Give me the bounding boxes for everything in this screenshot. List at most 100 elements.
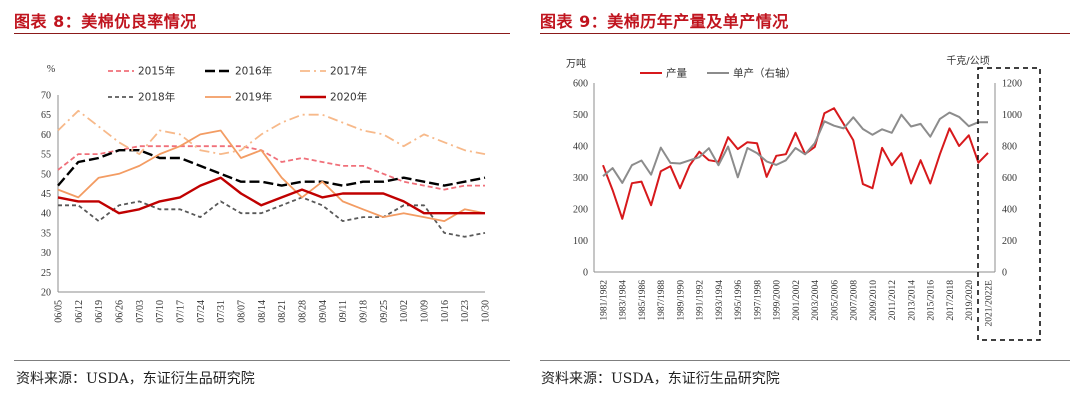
- x-tick-label: 1981/1982: [599, 280, 609, 321]
- x-tick-label: 07/10: [155, 300, 166, 323]
- left-source-rule: [14, 360, 510, 361]
- left-source-note: 资料来源：USDA，东证衍生品研究院: [16, 371, 255, 387]
- legend-label-2019: 2019年: [235, 91, 272, 104]
- x-tick-label: 2011/2012: [888, 280, 898, 321]
- y-tick-label: 70: [41, 91, 51, 102]
- x-tick-label: 2003/2004: [811, 280, 821, 321]
- x-tick-label: 2013/2014: [907, 280, 917, 321]
- left-y-tick-label: 0: [583, 268, 588, 279]
- x-tick-label: 1985/1986: [638, 280, 648, 321]
- x-tick-label: 10/23: [460, 300, 471, 323]
- x-tick-label: 06/05: [54, 300, 65, 323]
- legend-label-2015: 2015年: [138, 65, 175, 78]
- x-tick-label: 06/12: [74, 300, 85, 323]
- left-y-tick-label: 500: [573, 110, 588, 121]
- series-line-production: [602, 107, 989, 220]
- legend: 产量 单产（右轴）: [640, 67, 796, 80]
- x-tick-label: 1983/1984: [619, 280, 629, 321]
- x-tick-label: 1997/1998: [753, 280, 763, 321]
- y-tick-label: 60: [41, 130, 51, 141]
- y-tick-label: 55: [41, 150, 51, 161]
- y-tick-label: 45: [41, 189, 51, 200]
- y-tick-label: 20: [41, 288, 51, 299]
- x-tick-label: 1991/1992: [696, 280, 706, 321]
- left-axis-unit-label: 万吨: [566, 57, 586, 70]
- x-tick-label: 07/17: [176, 300, 187, 323]
- left-y-tick-label: 600: [573, 79, 588, 90]
- y-tick-label: 65: [41, 110, 51, 121]
- x-tick-label: 09/25: [379, 300, 390, 323]
- x-tick-label: 10/09: [420, 300, 431, 323]
- legend-label-yield: 单产（右轴）: [733, 67, 796, 80]
- x-tick-label: 1995/1996: [734, 280, 744, 321]
- y-tick-label: 40: [41, 209, 51, 220]
- y-tick-label: 35: [41, 228, 51, 239]
- x-tick-label: 2007/2008: [850, 280, 860, 321]
- x-tick-label: 2009/2010: [869, 280, 879, 321]
- right-y-tick-label: 1200: [1002, 79, 1022, 90]
- legend-label-2016: 2016年: [235, 65, 272, 78]
- x-tick-label: 2005/2006: [830, 280, 840, 321]
- x-tick-label: 2017/2018: [946, 280, 956, 321]
- x-tick-label: 2015/2016: [927, 280, 937, 321]
- left-y-tick-label: 300: [573, 173, 588, 184]
- right-y-tick-label: 0: [1002, 268, 1007, 279]
- cotton-production-yield-chart: 万吨 千克/公顷 0 100 200 300 400 500 600 0 200 400 600 800 1…: [566, 55, 1041, 341]
- x-tick-label: 08/14: [257, 300, 268, 323]
- x-tick-label: 09/04: [318, 300, 329, 323]
- right-y-tick-label: 200: [1002, 236, 1017, 247]
- cotton-condition-chart: % 20 25 30 35 40 45 50 55 60 65 70 06/05 06/12 06/19 06…: [41, 64, 492, 323]
- x-tick-label: 07/31: [216, 300, 227, 323]
- right-y-tick-label: 800: [1002, 142, 1017, 153]
- series-line-2016: [57, 149, 486, 187]
- x-tick-label: 06/19: [94, 300, 105, 323]
- y-tick-label: 30: [41, 248, 51, 259]
- x-tick-label: 08/07: [237, 300, 248, 323]
- right-chart-title: 图表 9：美棉历年产量及单产情况: [540, 12, 789, 31]
- x-tick-label: 06/26: [115, 300, 126, 323]
- right-title-rule: [540, 33, 1070, 34]
- highlight-box: [977, 67, 1041, 341]
- right-source-note: 资料来源：USDA，东证衍生品研究院: [541, 371, 780, 387]
- legend-label-2017: 2017年: [330, 65, 367, 78]
- legend: 2015年 2016年 2017年 2018年 2019年 2020年: [108, 65, 367, 104]
- x-tick-label: 08/28: [298, 300, 309, 323]
- x-tick-label: 08/21: [277, 300, 288, 323]
- legend-label-2020: 2020年: [330, 91, 367, 104]
- x-tick-label: 09/18: [359, 300, 370, 323]
- x-tick-label: 1987/1988: [657, 280, 667, 321]
- right-y-tick-label: 1000: [1002, 110, 1022, 121]
- left-y-tick-label: 200: [573, 205, 588, 216]
- y-tick-label: 50: [41, 169, 51, 180]
- left-chart-title: 图表 8：美棉优良率情况: [14, 12, 197, 31]
- right-y-tick-label: 600: [1002, 173, 1017, 184]
- x-tick-label: 10/16: [440, 300, 451, 323]
- x-tick-label: 2001/2002: [792, 280, 802, 321]
- x-tick-label: 1989/1990: [676, 280, 686, 321]
- right-axis-unit-label: 千克/公顷: [946, 55, 989, 67]
- x-tick-label: 1999/2000: [773, 280, 783, 321]
- left-y-tick-label: 100: [573, 236, 588, 247]
- legend-label-2018: 2018年: [138, 91, 175, 104]
- series-line-yield: [602, 111, 988, 184]
- x-tick-label: 07/24: [196, 300, 207, 323]
- x-tick-label: 10/30: [481, 300, 492, 323]
- left-y-tick-label: 400: [573, 142, 588, 153]
- y-tick-label: 25: [41, 268, 51, 279]
- legend-label-production: 产量: [666, 67, 687, 80]
- right-y-tick-label: 400: [1002, 205, 1017, 216]
- x-tick-label: 2019/2020: [965, 280, 975, 321]
- y-axis-unit-label: %: [47, 64, 55, 75]
- series-line-2015: [57, 145, 485, 191]
- x-tick-label: 09/11: [338, 300, 349, 322]
- x-tick-label: 10/02: [399, 300, 410, 323]
- x-tick-label: 2021/2022E: [984, 280, 994, 327]
- series-line-2020: [57, 176, 485, 215]
- x-tick-label: 1993/1994: [715, 280, 725, 321]
- x-tick-label: 07/03: [135, 300, 146, 323]
- left-title-rule: [14, 33, 510, 34]
- series-line-2017: [57, 109, 486, 155]
- series-line-2019: [57, 129, 486, 222]
- right-source-rule: [540, 360, 1070, 361]
